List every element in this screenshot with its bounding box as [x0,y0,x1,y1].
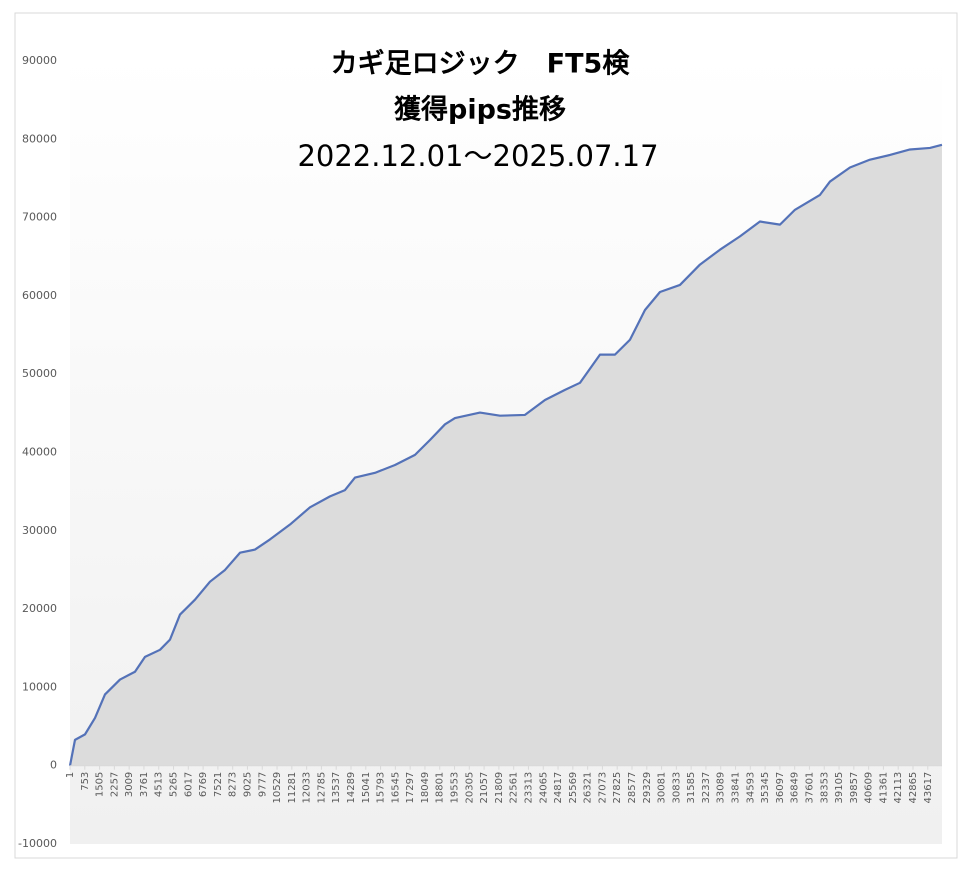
x-tick-label: 19553 [450,772,461,804]
x-tick-label: 42865 [908,772,919,804]
x-tick-label: 12785 [316,772,327,804]
x-tick-label: 16545 [390,772,401,804]
y-tick-label: 80000 [22,132,57,145]
x-tick-label: 22561 [509,772,520,804]
x-tick-label: 23313 [523,772,534,804]
x-tick-label: 38353 [819,772,830,804]
y-tick-label: 10000 [22,680,57,693]
x-tick-label: 32337 [701,772,712,804]
x-tick-label: 3761 [139,772,150,797]
x-tick-label: 25569 [568,772,579,804]
x-tick-label: 9025 [242,772,253,797]
x-tick-label: 39105 [834,772,845,804]
x-tick-label: 36097 [775,772,786,804]
x-tick-label: 1 [65,772,76,778]
x-tick-label: 6769 [198,772,209,797]
x-tick-label: 12033 [302,772,313,804]
x-tick-label: 36849 [790,772,801,804]
x-tick-label: 37601 [804,772,815,804]
x-tick-label: 21809 [494,772,505,804]
title-line: 獲得pips推移 [394,95,566,126]
x-tick-label: 28577 [627,772,638,804]
x-tick-label: 15793 [376,772,387,804]
x-tick-label: 1505 [95,772,106,797]
x-tick-label: 2257 [109,772,120,797]
x-tick-label: 33089 [716,772,727,804]
x-tick-label: 33841 [731,772,742,804]
x-tick-label: 40609 [864,772,875,804]
x-tick-label: 3009 [124,772,135,797]
x-tick-label: 24817 [553,772,564,804]
x-tick-label: 42113 [893,772,904,804]
x-tick-label: 35345 [760,772,771,804]
y-tick-label: 90000 [22,54,57,67]
x-tick-label: 31585 [686,772,697,804]
x-tick-label: 43617 [923,772,934,804]
title-line: カギ足ロジック FT5検 [331,49,631,80]
y-tick-label: 70000 [22,211,57,224]
y-tick-label: 60000 [22,289,57,302]
x-tick-label: 26321 [583,772,594,804]
x-tick-label: 21057 [479,772,490,804]
x-tick-label: 29329 [642,772,653,804]
title-line: 2022.12.01～2025.07.17 [297,139,658,173]
x-tick-label: 20305 [464,772,475,804]
x-tick-label: 6017 [183,772,194,797]
y-tick-label: 40000 [22,446,57,459]
x-tick-label: 13537 [331,772,342,804]
y-tick-label: -10000 [18,837,57,850]
x-tick-label: 34593 [745,772,756,804]
x-tick-label: 27825 [612,772,623,804]
x-tick-label: 27073 [597,772,608,804]
x-tick-label: 9777 [257,772,268,797]
x-tick-label: 5265 [169,772,180,797]
x-tick-label: 10529 [272,772,283,804]
area-fill [70,144,942,766]
y-tick-label: 20000 [22,602,57,615]
x-tick-label: 18049 [420,772,431,804]
x-tick-label: 30081 [657,772,668,804]
x-tick-label: 18801 [435,772,446,804]
x-tick-label: 7521 [213,772,224,797]
x-tick-label: 14289 [346,772,357,804]
x-tick-label: 24065 [538,772,549,804]
y-tick-label: 0 [50,759,57,772]
series-line [68,143,943,766]
y-tick-label: 50000 [22,367,57,380]
y-tick-label: 30000 [22,524,57,537]
x-tick-label: 30833 [671,772,682,804]
x-tick-label: 17297 [405,772,416,804]
x-tick-label: 753 [80,772,91,791]
x-tick-label: 8273 [228,772,239,797]
x-tick-label: 15041 [361,772,372,804]
x-tick-label: 11281 [287,772,298,804]
x-tick-label: 41361 [878,772,889,804]
x-tick-label: 39857 [849,772,860,804]
x-tick-label: 4513 [154,772,165,797]
